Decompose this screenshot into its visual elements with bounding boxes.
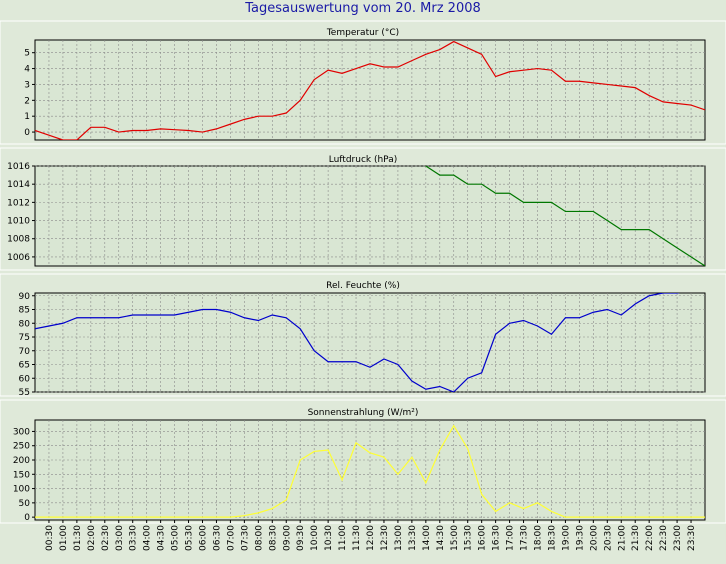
x-tick-label: 16:30 [492, 525, 502, 551]
x-tick-label: 18:30 [547, 525, 557, 551]
chart-panel-3: Sonnenstrahlung (W/m²) 0 50 100 150 200 250 300 [0, 399, 726, 524]
x-tick-label: 23:30 [687, 525, 697, 551]
x-tick-label: 12:00 [366, 525, 376, 551]
y-tick-label: 90 [19, 292, 31, 302]
y-tick-label: 1012 [7, 198, 30, 208]
x-tick-label: 17:00 [506, 525, 516, 551]
x-tick-label: 17:30 [520, 525, 530, 551]
y-tick-label: 1014 [7, 180, 30, 190]
y-tick-label: 1 [24, 112, 30, 122]
x-tick-label: 20:30 [603, 525, 613, 551]
y-tick-label: 70 [19, 347, 31, 357]
x-tick-label: 01:30 [73, 525, 83, 551]
y-tick-label: 100 [13, 485, 30, 495]
x-tick-label: 07:00 [226, 525, 236, 551]
y-tick-label: 150 [13, 470, 30, 480]
x-tick-label: 23:00 [673, 525, 683, 551]
series-line [35, 424, 705, 518]
y-tick-label: 60 [19, 374, 31, 384]
y-tick-label: 4 [24, 65, 30, 75]
y-tick-label: 200 [13, 456, 30, 466]
y-tick-label: 55 [19, 388, 30, 398]
y-tick-label: 0 [24, 513, 30, 523]
y-tick-label: 300 [13, 427, 30, 437]
x-tick-label: 10:30 [324, 525, 334, 551]
x-tick-label: 11:00 [338, 525, 348, 551]
panel-title: Sonnenstrahlung (W/m²) [308, 408, 419, 418]
x-tick-label: 09:00 [282, 525, 292, 551]
x-tick-label: 02:30 [101, 525, 111, 551]
y-tick-label: 5 [24, 49, 30, 59]
x-tick-label: 10:00 [310, 525, 320, 551]
y-tick-label: 80 [19, 319, 31, 329]
y-tick-label: 1008 [7, 235, 30, 245]
panel-title: Luftdruck (hPa) [329, 155, 398, 165]
series-line [35, 40, 705, 140]
y-tick-label: 2 [24, 96, 30, 106]
chart-panel-1: Luftdruck (hPa) 1006 1008 1010 1012 1014 1016 [0, 147, 726, 271]
x-tick-label: 12:30 [380, 525, 390, 551]
y-tick-label: 1010 [7, 217, 30, 227]
x-tick-label: 02:00 [87, 525, 97, 551]
x-tick-label: 00:30 [45, 525, 55, 551]
x-tick-label: 01:00 [59, 525, 69, 551]
x-tick-label: 07:30 [240, 525, 250, 551]
x-tick-label: 14:00 [422, 525, 432, 551]
x-tick-label: 08:00 [254, 525, 264, 551]
x-tick-label: 04:30 [157, 525, 167, 551]
y-tick-label: 250 [13, 442, 30, 452]
x-tick-label: 19:00 [561, 525, 571, 551]
x-tick-label: 20:00 [589, 525, 599, 551]
chart-panel-2: Rel. Feuchte (%) 55 60 65 70 75 80 85 90 [0, 273, 726, 398]
chart-panel-0: Temperatur (°C) 0 1 2 3 4 5 [0, 20, 726, 145]
x-tick-label: 13:00 [394, 525, 404, 551]
x-tick-label: 21:30 [631, 525, 641, 551]
x-tick-label: 05:00 [171, 525, 181, 551]
panel-title: Rel. Feuchte (%) [326, 281, 400, 291]
x-tick-label: 22:30 [659, 525, 669, 551]
x-tick-label: 08:30 [268, 525, 278, 551]
y-tick-label: 65 [19, 361, 30, 371]
y-tick-label: 0 [24, 128, 30, 138]
x-tick-label: 15:30 [464, 525, 474, 551]
x-tick-label: 11:30 [352, 525, 362, 551]
series-line [35, 293, 681, 392]
panel-title: Temperatur (°C) [326, 28, 399, 38]
x-tick-label: 18:00 [534, 525, 544, 551]
x-tick-label: 16:00 [478, 525, 488, 551]
series-line [424, 166, 705, 266]
y-tick-label: 1006 [7, 253, 30, 263]
x-tick-label: 04:00 [143, 525, 153, 551]
x-tick-label: 21:00 [617, 525, 627, 551]
y-tick-label: 85 [19, 306, 30, 316]
x-tick-label: 22:00 [645, 525, 655, 551]
y-tick-label: 1016 [7, 162, 30, 172]
x-tick-label: 06:00 [199, 525, 209, 551]
x-tick-label: 09:30 [296, 525, 306, 551]
x-tick-label: 19:30 [575, 525, 585, 551]
x-tick-label: 14:30 [436, 525, 446, 551]
x-tick-label: 03:00 [115, 525, 125, 551]
y-tick-label: 50 [19, 499, 31, 509]
x-tick-label: 03:30 [129, 525, 139, 551]
x-tick-label: 05:30 [185, 525, 195, 551]
y-tick-label: 3 [24, 80, 30, 90]
x-tick-label: 06:30 [212, 525, 222, 551]
page-title: Tagesauswertung vom 20. Mrz 2008 [245, 1, 481, 16]
x-tick-label: 13:30 [408, 525, 418, 551]
x-tick-label: 15:00 [450, 525, 460, 551]
y-tick-label: 75 [19, 333, 30, 343]
